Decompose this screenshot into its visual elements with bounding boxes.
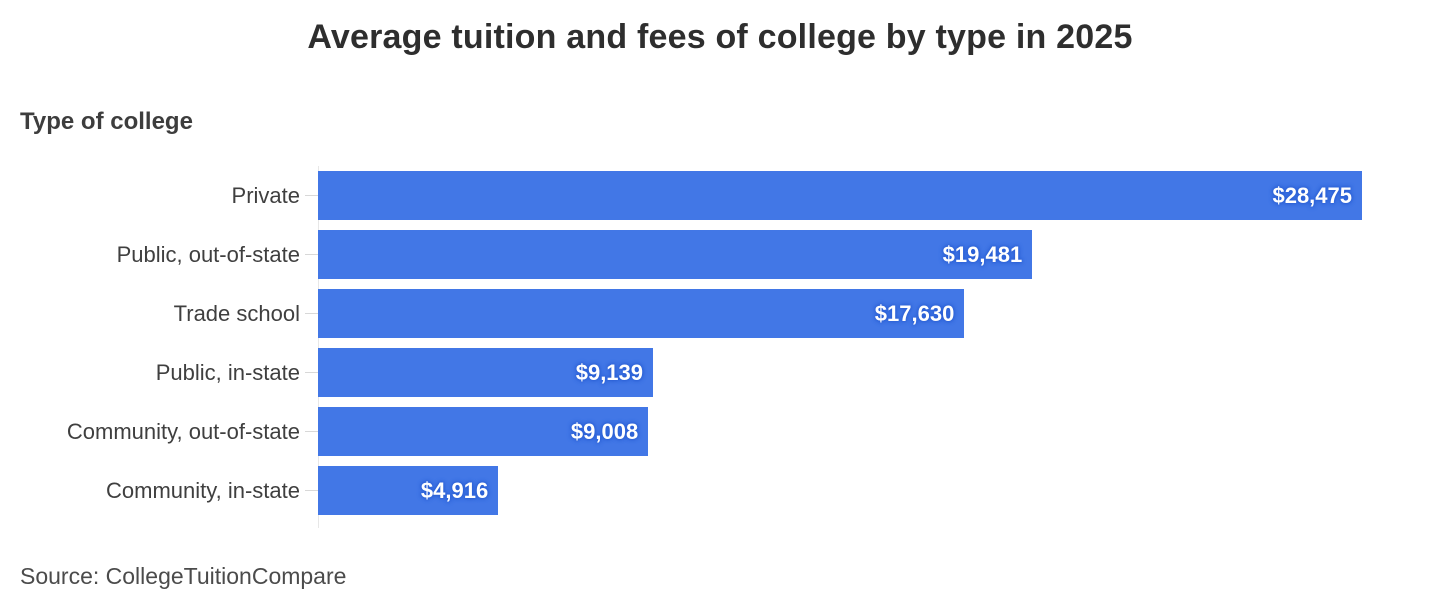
bar: $9,008 — [318, 407, 649, 456]
value-label: $9,008 — [570, 418, 639, 444]
source-note: Source: CollegeTuitionCompare — [20, 563, 347, 589]
bar: $4,916 — [318, 466, 499, 515]
axis-tick-mark — [305, 195, 318, 196]
chart-row: Public, in-state $9,139 — [0, 348, 1440, 397]
bar: $28,475 — [318, 171, 1362, 220]
y-axis-title: Type of college — [20, 108, 193, 135]
bar-area: $17,630 — [318, 289, 1362, 338]
chart-row: Trade school $17,630 — [0, 289, 1440, 338]
category-label: Community, out-of-state — [66, 418, 300, 444]
axis-tick-mark — [305, 254, 318, 255]
category-label: Public, out-of-state — [116, 241, 300, 267]
value-label: $17,630 — [874, 300, 955, 326]
bar-area: $4,916 — [318, 466, 1362, 515]
chart-row: Community, in-state $4,916 — [0, 466, 1440, 515]
category-label: Community, in-state — [106, 477, 300, 503]
value-label: $4,916 — [420, 477, 489, 503]
bar: $9,139 — [318, 348, 654, 397]
category-label: Private — [231, 182, 300, 208]
axis-tick-mark — [305, 313, 318, 314]
axis-tick-mark — [305, 490, 318, 491]
chart-row: Private $28,475 — [0, 171, 1440, 220]
value-label: $9,139 — [575, 359, 644, 385]
y-axis-line — [318, 166, 319, 528]
category-label: Public, in-state — [155, 359, 300, 385]
chart-title: Average tuition and fees of college by t… — [307, 18, 1133, 56]
axis-tick-mark — [305, 431, 318, 432]
bar-area: $9,139 — [318, 348, 1362, 397]
chart-row: Public, out-of-state $19,481 — [0, 230, 1440, 279]
bar: $17,630 — [318, 289, 965, 338]
bar-area: $19,481 — [318, 230, 1362, 279]
chart-row: Community, out-of-state $9,008 — [0, 407, 1440, 456]
axis-tick-mark — [305, 372, 318, 373]
category-label: Trade school — [173, 300, 300, 326]
bar-chart: Private $28,475 Public, out-of-state $19… — [0, 171, 1440, 515]
bar-area: $28,475 — [318, 171, 1362, 220]
bar-area: $9,008 — [318, 407, 1362, 456]
value-label: $19,481 — [942, 241, 1023, 267]
value-label: $28,475 — [1272, 182, 1352, 208]
bar: $19,481 — [318, 230, 1033, 279]
